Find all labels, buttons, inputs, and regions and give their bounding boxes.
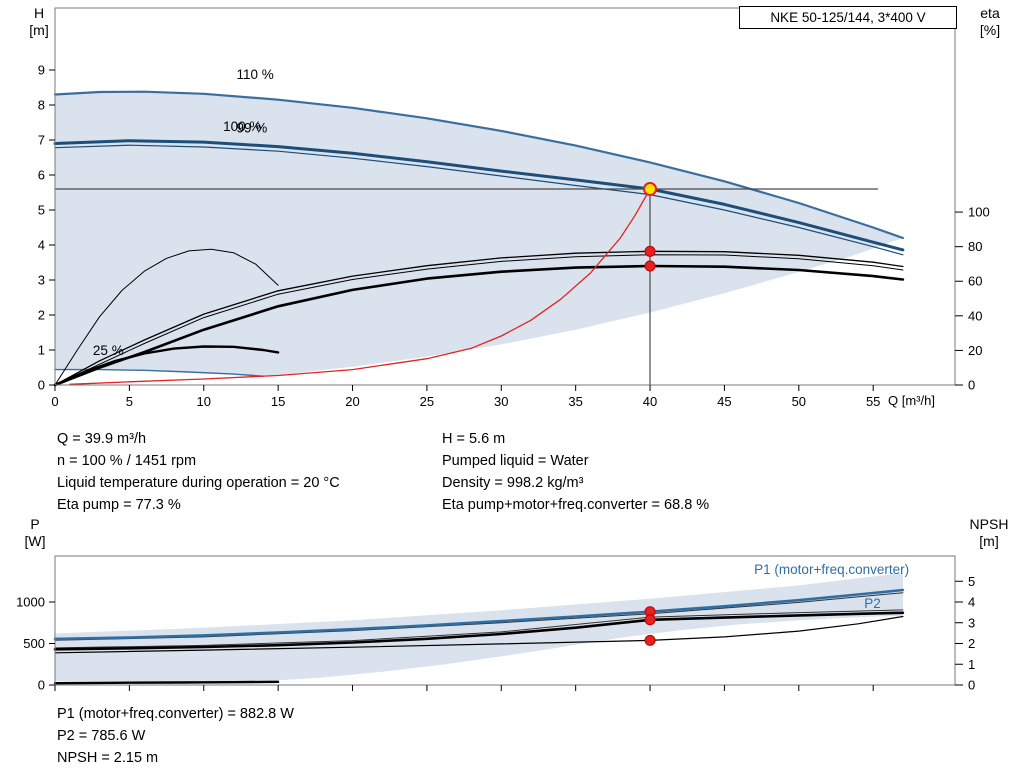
system-curve bbox=[69, 188, 651, 385]
duty-info-right: H = 5.6 m Pumped liquid = Water Density = … bbox=[442, 428, 709, 516]
duty-point-npsh bbox=[644, 634, 656, 646]
info-line: H = 5.6 m bbox=[442, 431, 506, 447]
y-tick-label: 3 bbox=[38, 272, 45, 287]
power-npsh-chart: 0 500 1000 0 1 2 3 4 5 P1 (motor+freq.converter) P… bbox=[16, 555, 975, 693]
power-envelope bbox=[55, 572, 903, 682]
y-tick-label: 4 bbox=[38, 237, 45, 252]
y-tick-label: 20 bbox=[968, 343, 982, 358]
p-25pct-curve bbox=[53, 680, 280, 685]
y-tick-label: 1000 bbox=[16, 594, 45, 609]
eta-total-curve bbox=[53, 264, 905, 387]
qh-eta-chart-frame bbox=[54, 7, 956, 386]
info-line: Q = 39.9 m³/h bbox=[57, 431, 147, 447]
y-tick-label: 1 bbox=[968, 657, 975, 672]
h-axis-unit: [m] bbox=[29, 22, 49, 38]
p-axis-unit: [W] bbox=[24, 533, 46, 549]
curve-110pct bbox=[53, 90, 904, 240]
x-tick-label: 30 bbox=[494, 394, 508, 409]
info-line: NPSH = 2.15 m bbox=[57, 750, 159, 766]
p1-curve bbox=[53, 588, 905, 641]
y-tick-label: 9 bbox=[38, 62, 45, 77]
eta-axis-label: eta bbox=[980, 5, 1000, 21]
info-line: P1 (motor+freq.converter) = 882.8 W bbox=[57, 706, 294, 722]
eta-pump-curve bbox=[54, 250, 904, 386]
p2-thin-curve bbox=[54, 609, 904, 649]
pump-type-box: NKE 50-125/144, 3*400 V bbox=[739, 6, 957, 29]
x-tick-label: 10 bbox=[197, 394, 211, 409]
y-tick-label: 5 bbox=[38, 202, 45, 217]
y-tick-label: 60 bbox=[968, 274, 982, 289]
curve-100pct bbox=[53, 139, 905, 252]
y-tick-label: 2 bbox=[38, 307, 45, 322]
y-tick-label: 0 bbox=[38, 678, 45, 693]
x-tick-label: 0 bbox=[51, 394, 58, 409]
y-tick-label: 0 bbox=[38, 378, 45, 393]
x-tick-label: 40 bbox=[643, 394, 657, 409]
info-line: n = 100 % / 1451 rpm bbox=[57, 453, 197, 469]
y-tick-label: 0 bbox=[968, 678, 975, 693]
power-info-block: P1 (motor+freq.converter) = 882.8 W P2 = … bbox=[57, 703, 294, 769]
duty-point-eta-total bbox=[644, 260, 656, 272]
qh-eta-chart: 0 5 10 15 20 25 30 35 40 45 50 55012345678902040608… bbox=[38, 7, 990, 409]
y-tick-label: 80 bbox=[968, 239, 982, 254]
y-tick-label: 0 bbox=[968, 378, 975, 393]
y-tick-label: 500 bbox=[23, 636, 45, 651]
info-line: Density = 998.2 kg/m³ bbox=[442, 475, 584, 491]
x-tick-label: 5 bbox=[126, 394, 133, 409]
info-line: Liquid temperature during operation = 20… bbox=[57, 475, 340, 491]
y-tick-label: 40 bbox=[968, 308, 982, 323]
eta-axis-unit: [%] bbox=[979, 22, 1001, 38]
npsh-axis-unit: [m] bbox=[979, 533, 999, 549]
y-tick-label: 7 bbox=[38, 132, 45, 147]
y-tick-label: 1 bbox=[38, 342, 45, 357]
x-tick-label: 55 bbox=[866, 394, 880, 409]
info-line: Eta pump = 77.3 % bbox=[57, 497, 181, 513]
q-axis-label: Q [m³/h] bbox=[888, 393, 935, 408]
curve-99pct bbox=[54, 144, 904, 256]
label-p2: P2 bbox=[864, 596, 881, 611]
p1-thin-curve bbox=[54, 592, 904, 641]
label-110pct: 110 % bbox=[236, 67, 273, 82]
eta-pump-thin2 bbox=[54, 254, 904, 386]
h-axis-label: H bbox=[33, 5, 45, 21]
npsh-axis-label: NPSH bbox=[969, 516, 1009, 532]
power-npsh-chart-frame bbox=[54, 555, 956, 686]
duty-info-left: Q = 39.9 m³/h n = 100 % / 1451 rpm Liquid … bbox=[57, 428, 340, 516]
x-tick-label: 15 bbox=[271, 394, 285, 409]
eta-arc-small-thick bbox=[53, 345, 280, 387]
operating-envelope bbox=[55, 91, 903, 377]
info-line: Pumped liquid = Water bbox=[442, 453, 589, 469]
y-tick-label: 5 bbox=[968, 574, 975, 589]
y-tick-label: 3 bbox=[968, 615, 975, 630]
info-line: P2 = 785.6 W bbox=[57, 728, 146, 744]
eta-arc-small-thin bbox=[54, 248, 279, 386]
x-tick-label: 35 bbox=[568, 394, 582, 409]
x-tick-label: 45 bbox=[717, 394, 731, 409]
y-tick-label: 100 bbox=[968, 205, 990, 220]
x-tick-label: 20 bbox=[345, 394, 359, 409]
x-tick-label: 25 bbox=[420, 394, 434, 409]
y-tick-label: 4 bbox=[968, 595, 975, 610]
label-25pct: 25 % bbox=[93, 343, 124, 358]
y-tick-label: 6 bbox=[38, 167, 45, 182]
label-99pct: 99 % bbox=[236, 120, 267, 135]
x-tick-label: 50 bbox=[792, 394, 806, 409]
p2-curve bbox=[53, 611, 905, 651]
info-line: Eta pump+motor+freq.converter = 68.8 % bbox=[442, 497, 710, 513]
label-p1: P1 (motor+freq.converter) bbox=[754, 562, 909, 577]
label-100pct: 100 % bbox=[223, 119, 261, 134]
y-tick-label: 2 bbox=[968, 636, 975, 651]
p-axis-label: P bbox=[30, 516, 40, 532]
duty-point bbox=[643, 181, 658, 196]
y-tick-label: 8 bbox=[38, 97, 45, 112]
duty-point-eta-pump bbox=[644, 245, 656, 257]
duty-point-p2 bbox=[644, 614, 656, 626]
